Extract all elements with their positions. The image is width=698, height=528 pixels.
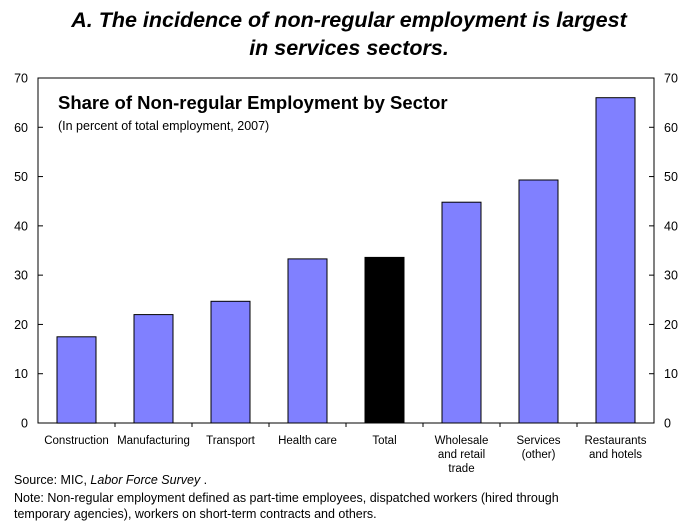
x-tick-label: Total (372, 435, 396, 447)
bar (518, 179, 559, 424)
x-tick-label: Wholesale and retail trade (435, 435, 489, 475)
y-tick-label-right: 10 (664, 367, 678, 381)
y-tick-label: 0 (21, 417, 28, 431)
x-axis-labels: Construction Manufacturing Transport Health… (44, 423, 647, 475)
definition-note: Note: Non-regular employment defined as … (14, 490, 674, 522)
source-note: Source: MIC, Labor Force Survey . (14, 472, 694, 488)
y-tick-label: 40 (14, 219, 28, 233)
figure-heading-line-2: in services sectors. (249, 36, 449, 60)
x-tick-label: Construction (44, 435, 109, 447)
source-suffix: . (200, 473, 208, 487)
x-tick-label: Transport (206, 435, 256, 447)
y-tick-label-right: 50 (664, 170, 678, 184)
bar (133, 314, 174, 424)
bar (56, 336, 97, 424)
chart-subtitle: (In percent of total employment, 2007) (58, 119, 269, 133)
bar (364, 256, 405, 424)
definition-note-line-2: temporary agencies), workers on short-te… (14, 507, 377, 521)
bar (441, 201, 482, 424)
figure-heading: A. The incidence of non-regular employme… (0, 6, 698, 62)
bar (595, 97, 636, 424)
bar-group (56, 97, 636, 424)
y-tick-label: 10 (14, 367, 28, 381)
figure-heading-line-1: A. The incidence of non-regular employme… (71, 8, 627, 32)
y-tick-label-right: 40 (664, 219, 678, 233)
y-tick-label-right: 30 (664, 269, 678, 283)
source-title: Labor Force Survey (90, 473, 201, 487)
y-tick-label-right: 0 (664, 417, 671, 431)
y-axis-right: 0 10 20 30 40 50 60 70 (649, 72, 678, 431)
y-tick-label: 50 (14, 170, 28, 184)
x-tick-label: Manufacturing (117, 435, 190, 447)
x-tick-label: Restaurants and hotels (584, 435, 646, 461)
y-tick-label-right: 60 (664, 121, 678, 135)
y-tick-label: 70 (14, 72, 28, 86)
y-axis-left: 0 10 20 30 40 50 60 70 (14, 72, 43, 431)
x-tick-label: Health care (278, 435, 337, 447)
bar (210, 300, 251, 424)
definition-note-line-1: Note: Non-regular employment defined as … (14, 491, 559, 505)
y-tick-label: 30 (14, 269, 28, 283)
y-tick-label-right: 70 (664, 72, 678, 86)
y-tick-label: 20 (14, 318, 28, 332)
y-tick-label: 60 (14, 121, 28, 135)
bar (287, 258, 328, 424)
source-prefix: Source: MIC, (14, 473, 91, 487)
x-tick-label: Services (other) (516, 435, 560, 461)
y-tick-label-right: 20 (664, 318, 678, 332)
chart-title: Share of Non-regular Employment by Secto… (58, 92, 448, 113)
